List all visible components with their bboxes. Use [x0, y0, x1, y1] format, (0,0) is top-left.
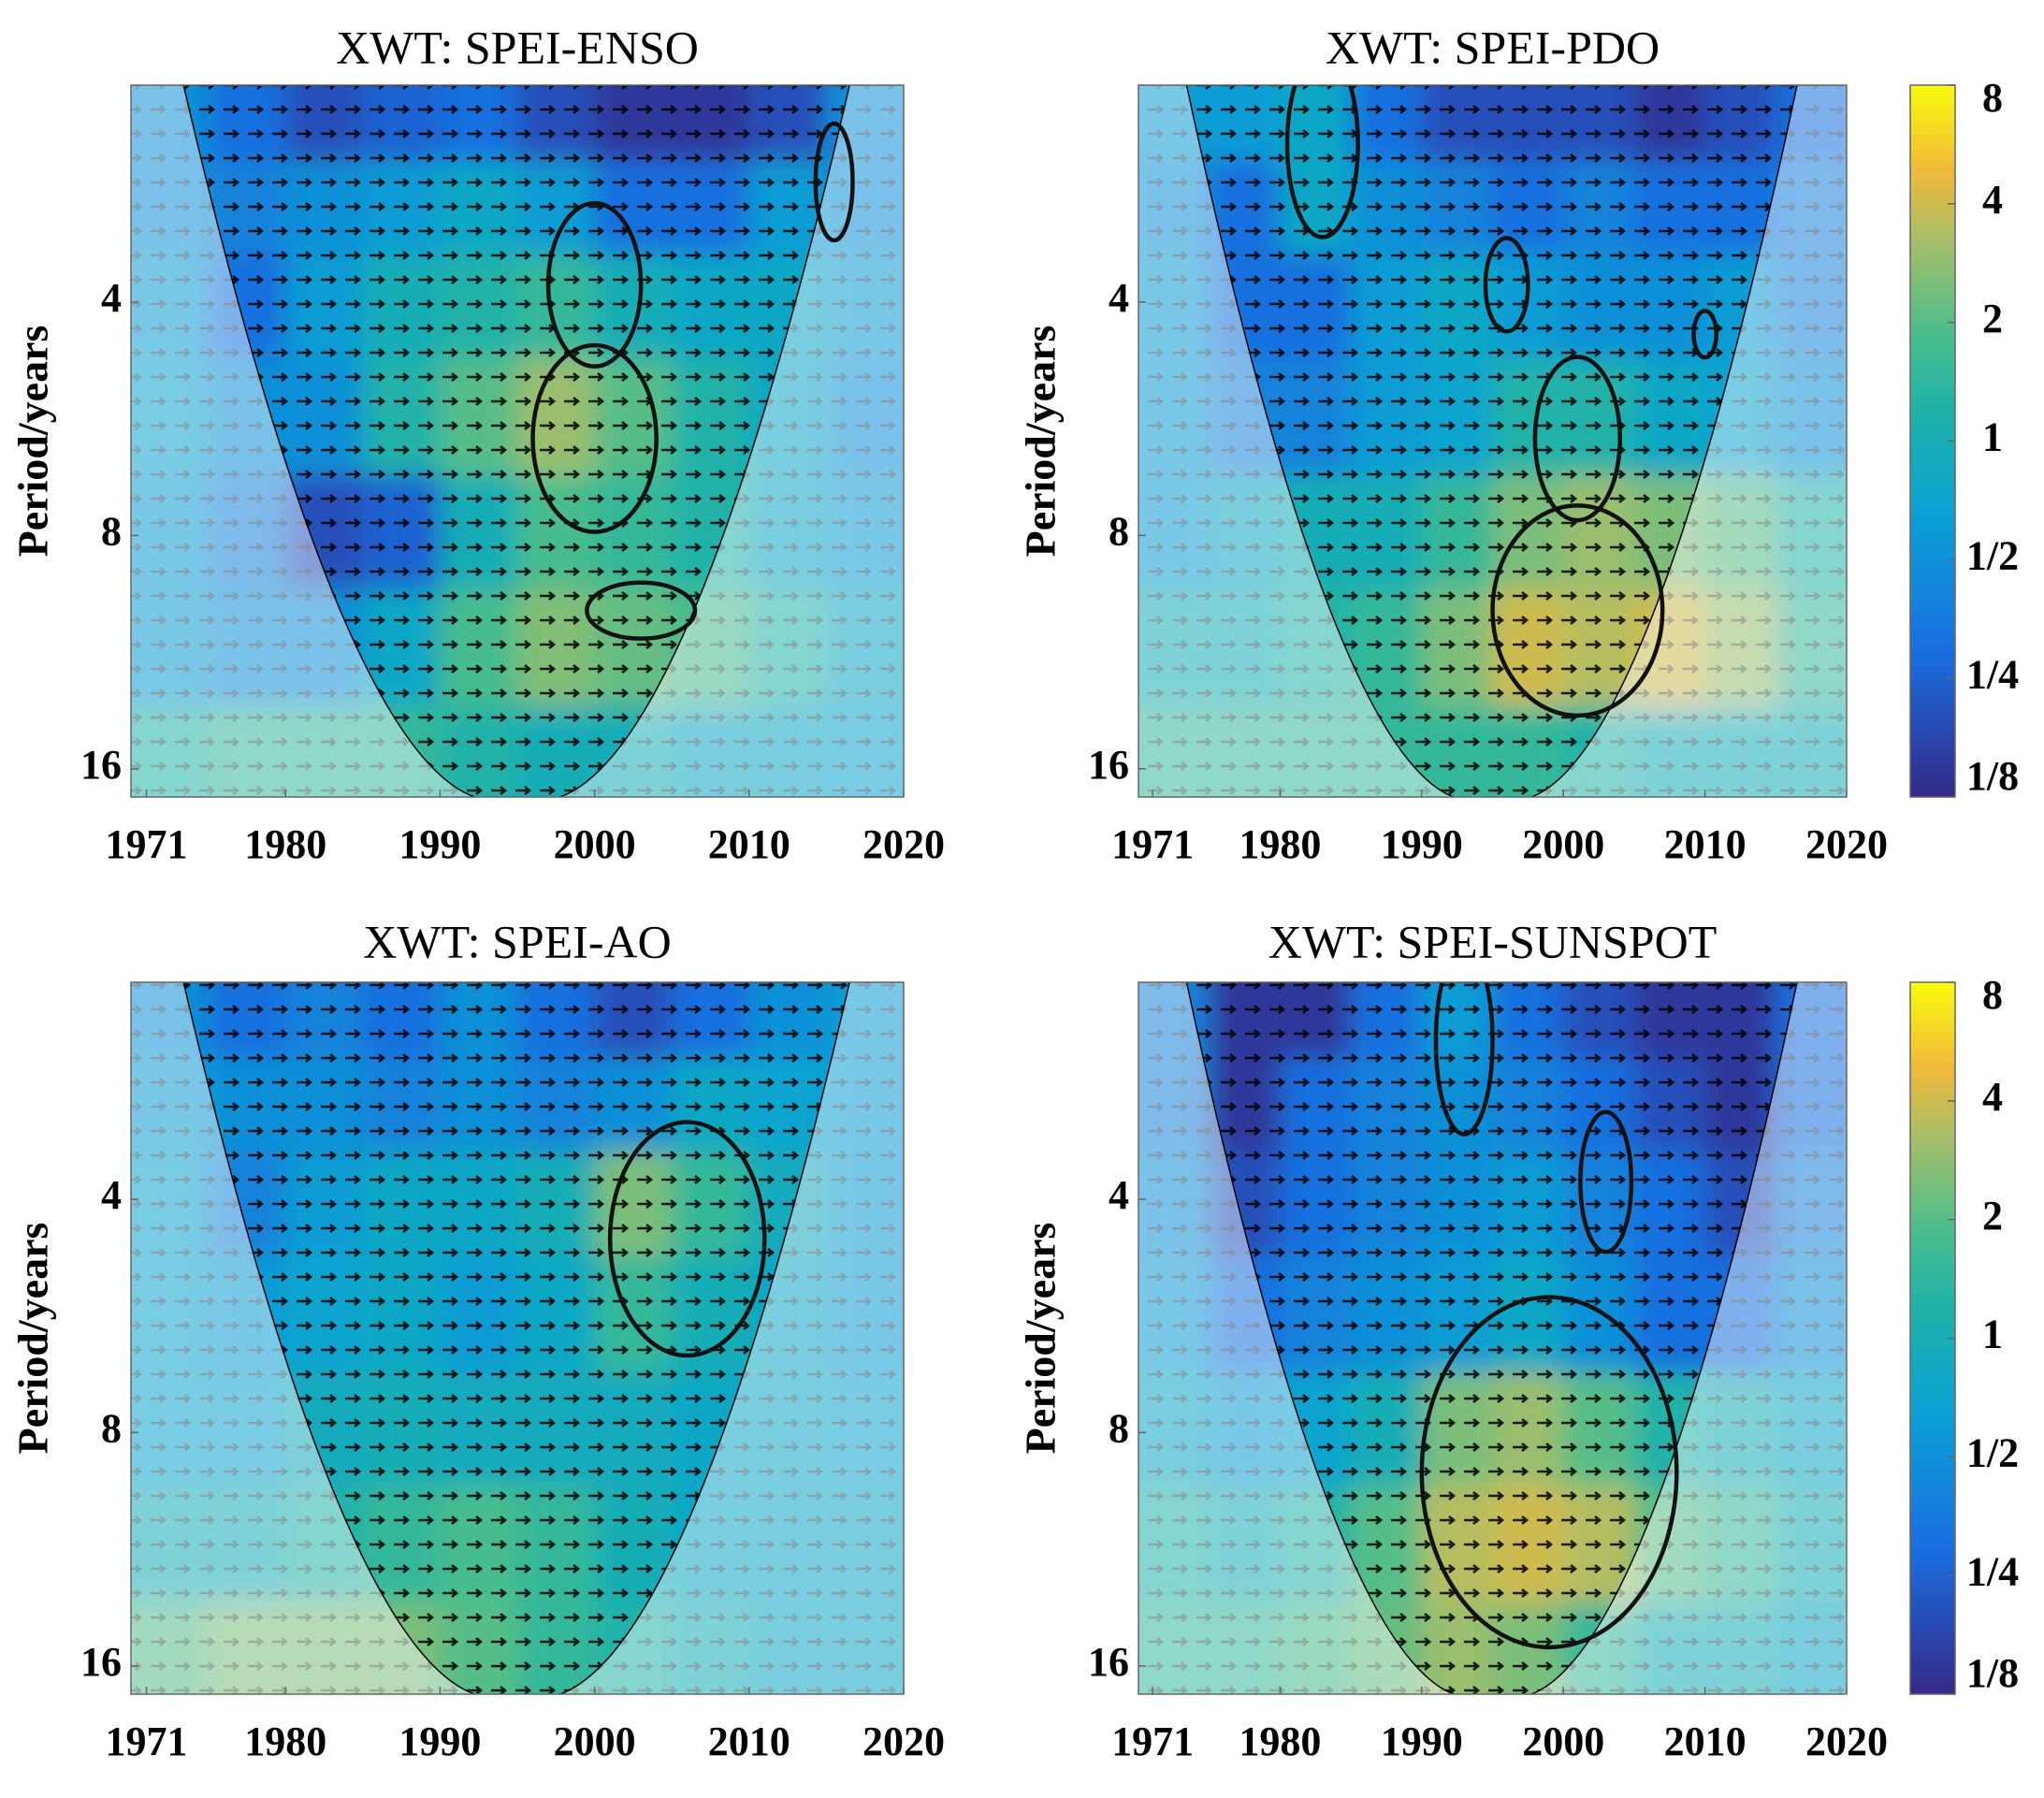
panel: XWT: SPEI-AO Period/years 1971 1980 1990 2000…	[9, 915, 945, 1764]
heatmap	[1138, 982, 1847, 1694]
x-tick-label: 2010	[708, 1718, 790, 1764]
significance-contour	[1284, 85, 1360, 239]
heatmap	[131, 982, 904, 1694]
y-tick-label: 8	[101, 1405, 122, 1451]
x-tick-label: 1990	[399, 1718, 481, 1764]
panel-title: XWT: SPEI-ENSO	[336, 21, 699, 73]
x-tick-label: 1980	[244, 1718, 326, 1764]
significance-contour	[813, 121, 855, 243]
x-tick-label: 2000	[1522, 1718, 1604, 1764]
x-tick-label: 1990	[1381, 821, 1463, 867]
coi-line	[182, 982, 850, 1694]
colorbar-tick-label: 4	[1982, 1074, 2003, 1120]
significance-contour	[1419, 1295, 1679, 1650]
x-tick-label: 2000	[1522, 821, 1604, 867]
colorbar-tick-label: 1/8	[1966, 1650, 2019, 1696]
panel: XWT: SPEI-PDO Period/years 1971 1980 1990 200…	[1017, 21, 2020, 867]
x-tick-label: 2000	[554, 1718, 636, 1764]
x-tick-label: 2020	[863, 1718, 945, 1764]
x-tick-label: 2000	[554, 821, 636, 867]
colorbar-tick-label: 1/4	[1966, 1548, 2019, 1594]
panel-title: XWT: SPEI-AO	[363, 915, 671, 967]
colorbar-tick-label: 2	[1982, 296, 2003, 341]
x-tick-label: 1990	[1381, 1718, 1463, 1764]
y-tick-label: 8	[101, 508, 122, 554]
colorbar-tick-label: 1/8	[1966, 753, 2019, 799]
x-tick-label: 1971	[106, 1718, 188, 1764]
significance-contour	[1532, 355, 1623, 523]
coi-line	[1185, 982, 1798, 1694]
heatmap	[1138, 85, 1847, 797]
colorbar-tick-label: 1	[1982, 1312, 2003, 1357]
x-tick-label: 2020	[1805, 1718, 1888, 1764]
colorbar-tick-label: 8	[1982, 972, 2003, 1018]
colorbar-tick-label: 1/4	[1966, 651, 2019, 697]
significance-contour	[1490, 503, 1665, 718]
y-tick-label: 16	[80, 1639, 122, 1685]
panel: XWT: SPEI-ENSO Period/years 1971 1980 1990 20…	[9, 21, 945, 867]
significance-contour	[545, 200, 644, 369]
colorbar-tick-label: 1/2	[1966, 1429, 2019, 1475]
significance-contour	[1483, 236, 1530, 334]
y-axis-label: Period/years	[9, 326, 57, 558]
panel-title: XWT: SPEI-SUNSPOT	[1268, 915, 1718, 967]
panel: XWT: SPEI-SUNSPOT Period/years 1971 1980 199…	[1017, 915, 2020, 1764]
x-tick-label: 1980	[1239, 1718, 1321, 1764]
panel-title: XWT: SPEI-PDO	[1326, 21, 1660, 73]
colorbar-tick-label: 4	[1982, 177, 2003, 223]
coi-line	[182, 85, 850, 797]
significance-contour	[1691, 309, 1718, 360]
x-tick-label: 2020	[863, 821, 945, 867]
significance-contour	[530, 342, 659, 534]
x-tick-label: 1980	[1239, 821, 1321, 867]
y-tick-label: 4	[101, 275, 122, 321]
y-tick-label: 8	[1109, 508, 1129, 554]
y-axis-label: Period/years	[9, 1223, 57, 1455]
significance-contour	[607, 1120, 767, 1358]
plot-frame	[1138, 981, 1848, 1695]
y-tick-label: 8	[1109, 1405, 1129, 1451]
x-tick-label: 2010	[708, 821, 790, 867]
plot-frame	[1138, 84, 1848, 798]
plot-frame	[130, 84, 905, 798]
y-tick-label: 4	[1109, 1172, 1129, 1218]
y-axis-label: Period/years	[1017, 1223, 1065, 1455]
significance-contour	[585, 580, 698, 641]
coi-line	[1185, 85, 1798, 797]
y-axis-label: Period/years	[1017, 326, 1065, 558]
x-tick-label: 1971	[106, 821, 188, 867]
x-tick-label: 1971	[1111, 821, 1194, 867]
colorbar-tick-label: 2	[1982, 1193, 2003, 1239]
x-tick-label: 2020	[1805, 821, 1888, 867]
plot-frame	[130, 981, 905, 1695]
significance-contour	[1433, 982, 1495, 1137]
y-tick-label: 16	[80, 742, 122, 788]
y-tick-label: 4	[1109, 275, 1129, 321]
x-tick-label: 1980	[244, 821, 326, 867]
y-tick-label: 16	[1088, 742, 1129, 788]
significance-contour	[1578, 1109, 1634, 1254]
colorbar-tick-label: 1/2	[1966, 532, 2019, 578]
colorbar-tick-label: 1	[1982, 414, 2003, 460]
x-tick-label: 2010	[1664, 821, 1747, 867]
colorbar-tick-label: 8	[1982, 75, 2003, 121]
heatmap	[131, 85, 904, 797]
x-tick-label: 2010	[1664, 1718, 1747, 1764]
x-tick-label: 1971	[1111, 1718, 1194, 1764]
x-tick-label: 1990	[399, 821, 481, 867]
y-tick-label: 4	[101, 1172, 122, 1218]
y-tick-label: 16	[1088, 1639, 1129, 1685]
